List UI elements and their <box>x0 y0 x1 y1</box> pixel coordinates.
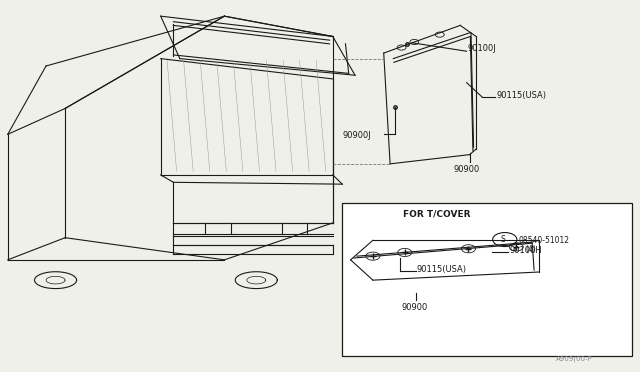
Text: 90900J: 90900J <box>342 131 371 140</box>
Text: 90100H: 90100H <box>509 247 542 256</box>
Text: FOR T/COVER: FOR T/COVER <box>403 209 470 218</box>
Text: 90115(USA): 90115(USA) <box>417 265 467 274</box>
Text: 90900: 90900 <box>454 164 480 174</box>
Text: A909(00-P: A909(00-P <box>556 356 593 362</box>
FancyBboxPatch shape <box>342 203 632 356</box>
Text: 90115(USA): 90115(USA) <box>497 91 547 100</box>
Text: 90900: 90900 <box>401 303 428 312</box>
Text: S: S <box>500 235 505 244</box>
Text: (4): (4) <box>525 245 536 254</box>
Text: 08540-51012: 08540-51012 <box>519 236 570 245</box>
Text: 90100J: 90100J <box>468 44 497 53</box>
